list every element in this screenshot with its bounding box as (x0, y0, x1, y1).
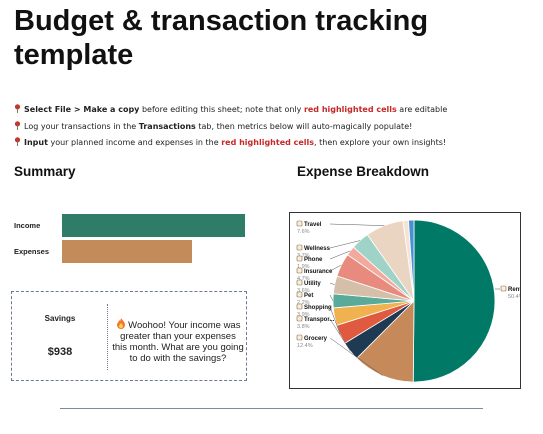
pie-value-wellness: 3.7% (297, 253, 310, 259)
savings-divider (107, 304, 108, 370)
savings-message-text: Woohoo! Your income was greater than you… (112, 320, 244, 364)
pie-value-transpor-: 3.8% (297, 324, 310, 330)
pie-label-wellness: Wellness (304, 246, 331, 252)
instruction-segment: your planned income and expenses in the (47, 138, 222, 147)
instruction-segment: Select File > Make a copy (24, 105, 140, 114)
pie-value-utility: 3.6% (297, 288, 310, 294)
utility-icon (296, 279, 303, 286)
travel-icon (296, 220, 303, 227)
title-line-1: Budget & transaction tracking (14, 5, 429, 37)
instruction-segment: red highlighted cells (303, 105, 397, 114)
expenses-label: Expenses (14, 247, 50, 256)
pie-value-shopping: 3.9% (297, 312, 310, 318)
instruction-segment: , then explore your own insights! (314, 138, 447, 147)
income-bar (62, 214, 245, 237)
insurance-icon (296, 267, 303, 274)
expense-pie-chart: Travel 7.6% Wellness 3.7% Phone 1.9% Insurance… (289, 212, 524, 389)
pie-label-pet: Pet (304, 293, 313, 299)
summary-heading: Summary (14, 164, 76, 179)
instruction-segment: red highlighted cells (221, 138, 315, 147)
pie-value-pet: 2.2% (297, 300, 310, 306)
instruction-segment: Input (24, 138, 48, 147)
house-icon (500, 285, 507, 292)
leader-line (329, 250, 351, 260)
pie-label-insurance: Insurance (304, 269, 333, 275)
savings-value: $938 (47, 346, 73, 358)
pie-label-transpor-: Transpor... (304, 317, 335, 323)
savings-panel: Savings $938 Woohoo! Your income was gre… (11, 291, 247, 381)
instruction-segment: Transactions (138, 122, 196, 131)
car-icon (296, 315, 303, 322)
pushpin-icon (14, 104, 21, 113)
pie-slice-other-2 (408, 219, 415, 302)
pie-label-grocery: Grocery (304, 336, 328, 342)
expense-breakdown-heading: Expense Breakdown (297, 164, 430, 179)
leader-line (329, 306, 341, 335)
pie-label-phone: Phone (304, 257, 323, 263)
grocery-icon (296, 334, 303, 341)
pie-value-phone: 1.9% (297, 264, 310, 270)
leader-line (329, 282, 335, 286)
instruction-1: Select File > Make a copy before editing… (14, 104, 447, 114)
pie-label-shopping: Shopping (304, 305, 332, 311)
pie-value-grocery: 12.4% (297, 343, 313, 349)
shopping-icon (296, 303, 303, 310)
instruction-segment: Log your transactions in the (24, 122, 139, 131)
instruction-segment: tab, then metrics below will auto-magica… (195, 122, 413, 131)
pie-label-travel: Travel (304, 222, 322, 228)
pushpin-icon (14, 121, 21, 130)
leader-line (329, 264, 342, 272)
pie-value-rent: 50.4% (508, 294, 520, 300)
pushpin-icon (14, 137, 21, 146)
title-line-2: template (14, 39, 134, 71)
pie-value-insurance: 4.7% (297, 276, 310, 282)
leader-line (329, 337, 383, 376)
leader-line (329, 318, 351, 352)
page-title: Budget & transaction tracking template (14, 4, 430, 72)
income-label: Income (14, 221, 41, 230)
footer-divider (60, 408, 483, 409)
pie-label-utility: Utility (304, 281, 321, 287)
leader-line (329, 223, 385, 226)
wellness-icon (296, 244, 303, 251)
instruction-segment: before editing this sheet; note that onl… (139, 105, 304, 114)
pie-slice-rent (412, 219, 496, 383)
instruction-segment: are editable (396, 105, 448, 114)
pie-label-rent: Rent (508, 287, 520, 293)
fire-icon (116, 318, 125, 329)
savings-message: Woohoo! Your income was greater than you… (112, 318, 244, 364)
pie-value-travel: 7.6% (297, 229, 310, 235)
phone-icon (296, 255, 303, 262)
pet-icon (296, 291, 303, 298)
leader-line (329, 294, 334, 301)
instruction-2: Log your transactions in the Transaction… (14, 121, 412, 131)
leader-line (329, 240, 361, 249)
instruction-3: Input your planned income and expenses i… (14, 137, 446, 147)
savings-label: Savings (44, 314, 76, 323)
expenses-bar (62, 240, 192, 263)
